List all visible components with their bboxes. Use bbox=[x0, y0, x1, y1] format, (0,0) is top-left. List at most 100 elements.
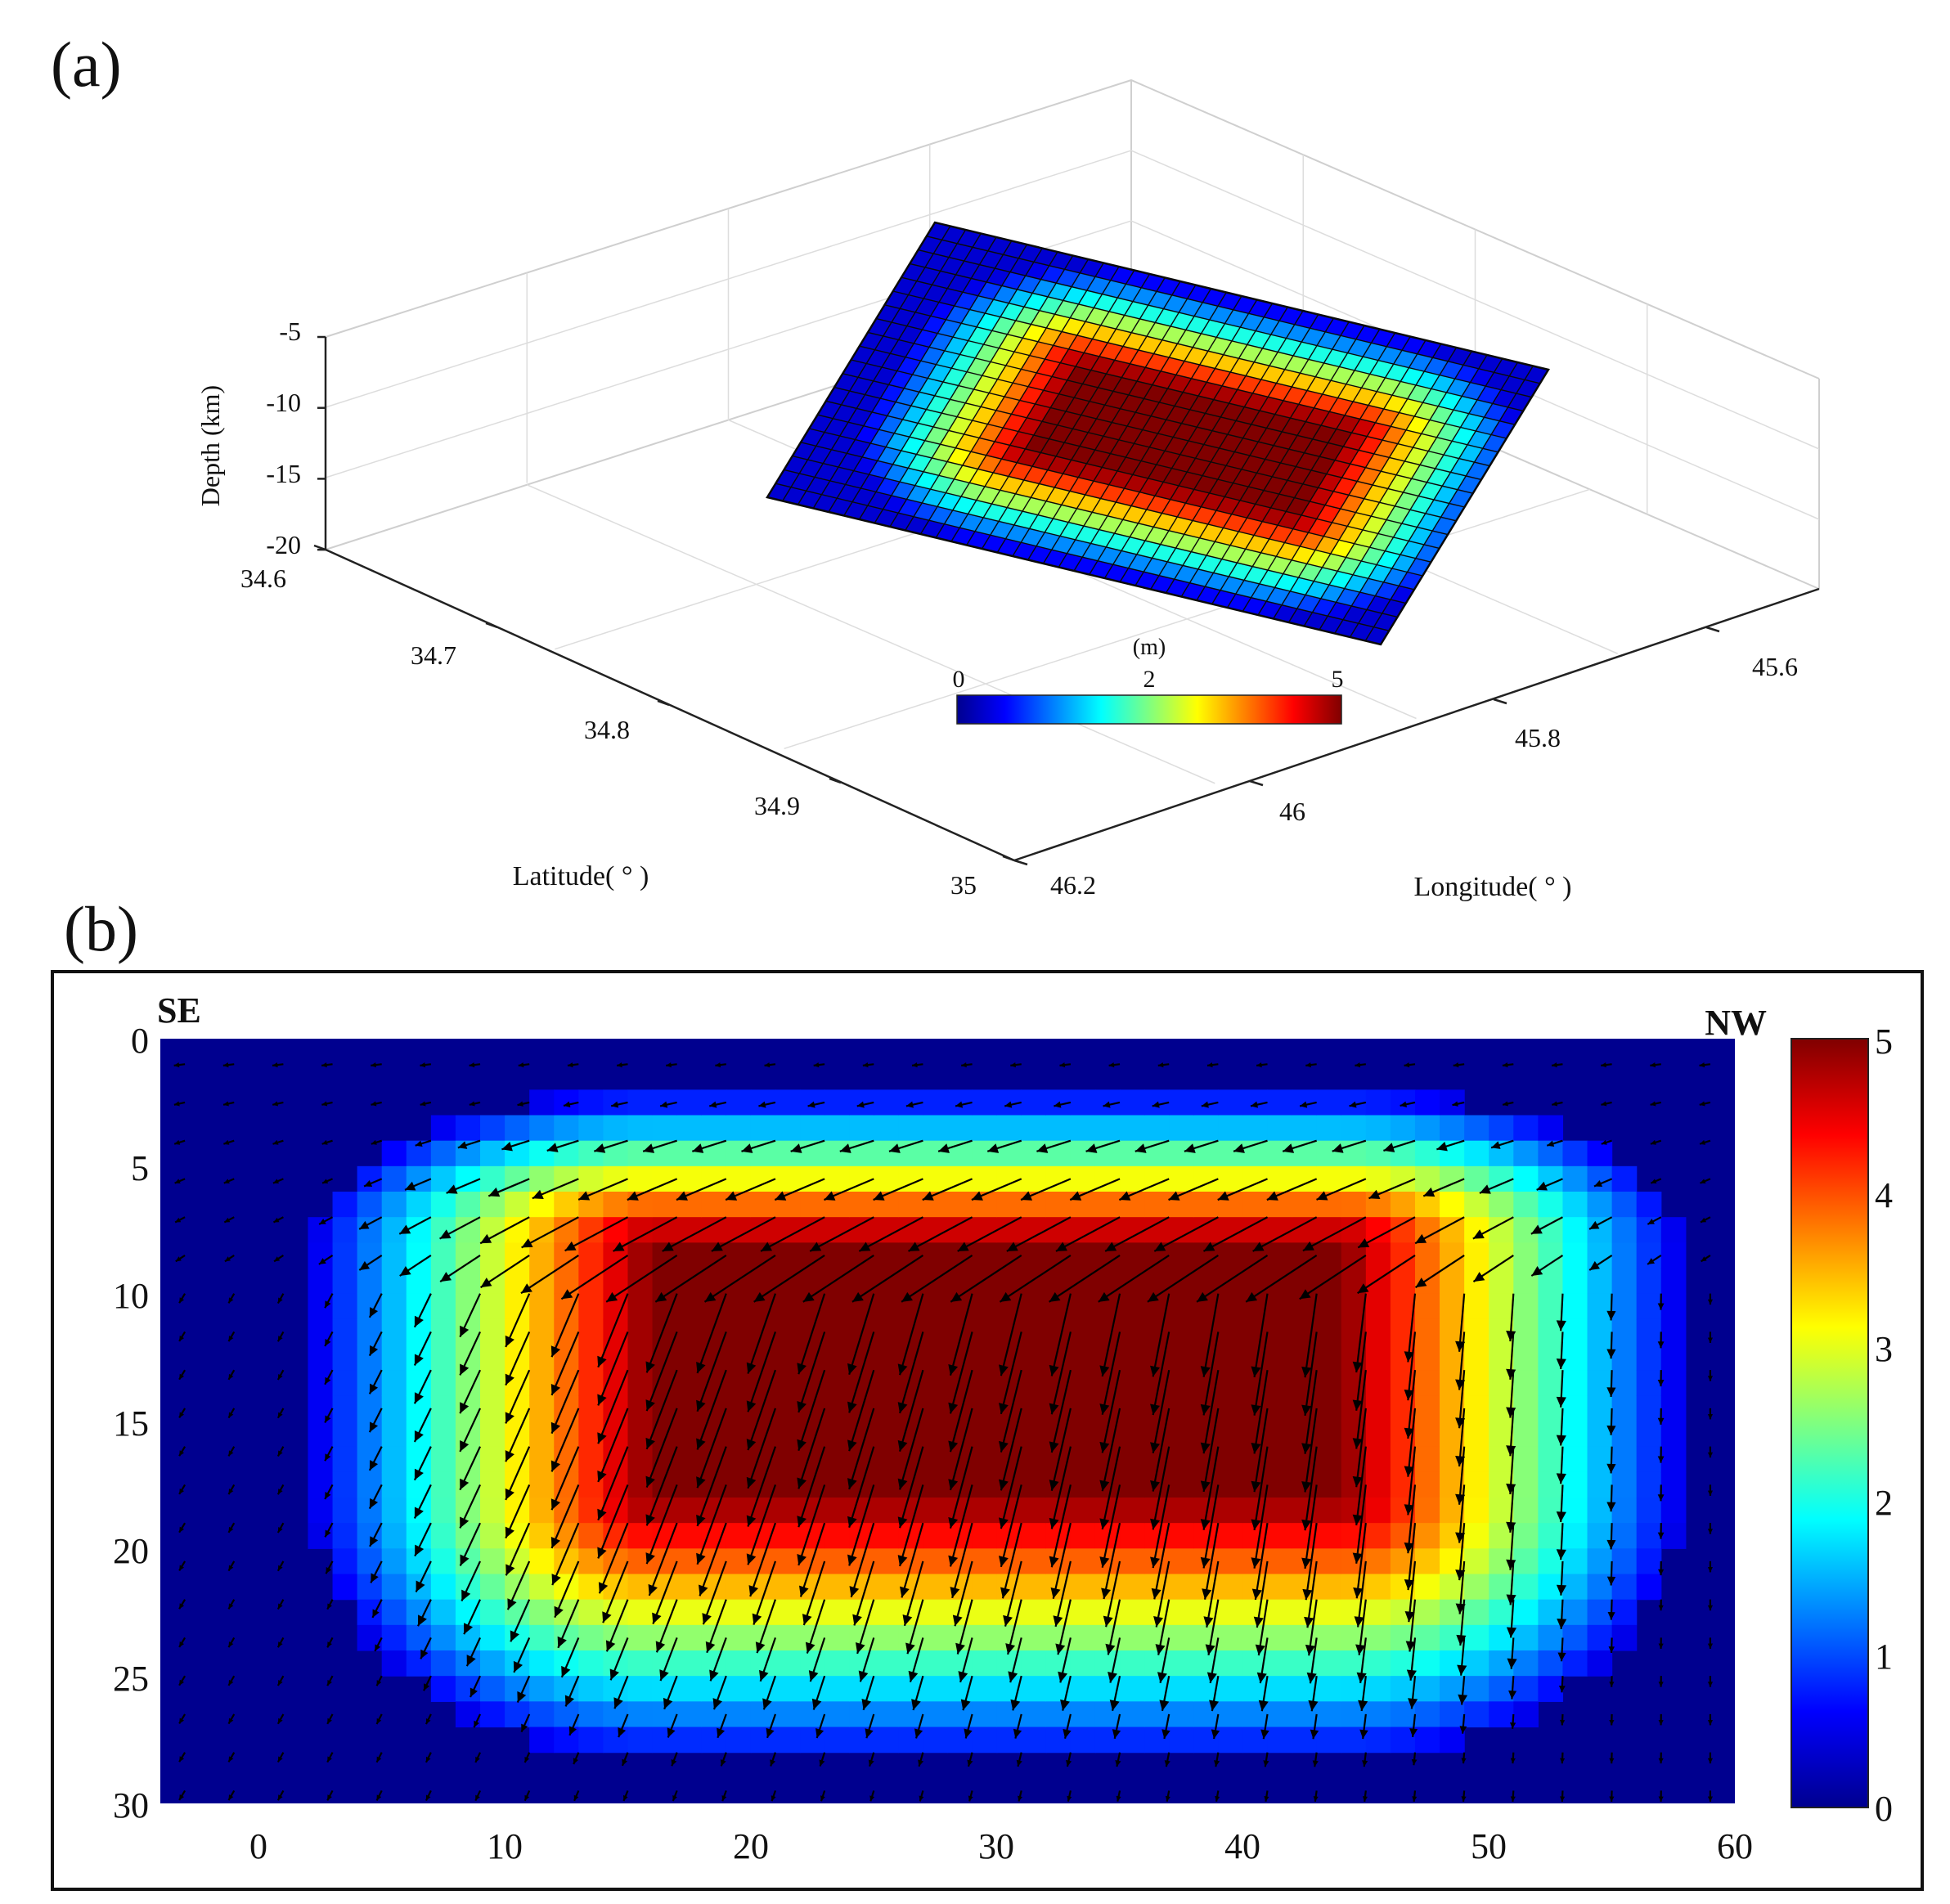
slip-vector bbox=[413, 1293, 432, 1328]
colorbar-b-tick: 4 bbox=[1875, 1175, 1893, 1215]
slip-vector bbox=[1018, 1790, 1022, 1802]
heatmap-cell bbox=[430, 1574, 456, 1601]
slip-vector bbox=[321, 1101, 333, 1107]
slip-vector bbox=[1206, 1062, 1219, 1068]
heatmap-cell bbox=[972, 1140, 998, 1167]
slip-vector bbox=[1707, 1599, 1714, 1611]
heatmap-cell bbox=[1538, 1268, 1564, 1295]
slip-vector bbox=[1049, 1408, 1072, 1492]
heatmap-cell bbox=[1169, 1701, 1194, 1728]
heatmap-cell bbox=[1587, 1471, 1613, 1498]
slip-vector bbox=[227, 1560, 236, 1572]
latitude-tick-labels: 34.6 34.7 34.8 34.9 35 bbox=[240, 564, 977, 900]
heatmap-cell bbox=[430, 1421, 456, 1448]
heatmap-cell bbox=[332, 1345, 358, 1371]
heatmap-cell bbox=[1660, 1421, 1687, 1448]
heatmap-cell bbox=[455, 1446, 481, 1473]
slip-vector bbox=[597, 1293, 629, 1368]
slip-vector bbox=[324, 1408, 334, 1424]
slip-vector bbox=[1606, 1446, 1616, 1474]
slip-vector bbox=[488, 1178, 530, 1197]
slip-vector bbox=[998, 1293, 1022, 1376]
heatmap-cell bbox=[1120, 1345, 1145, 1371]
heatmap-cell bbox=[1660, 1498, 1687, 1524]
slip-vector bbox=[1588, 1216, 1613, 1230]
heatmap-cell bbox=[1611, 1599, 1638, 1626]
heatmap-cell bbox=[775, 1471, 801, 1498]
slip-vector bbox=[852, 1560, 875, 1626]
slip-vector bbox=[1332, 1139, 1367, 1153]
lat-tick-label: 34.9 bbox=[754, 791, 800, 820]
heatmap-cell bbox=[1440, 1192, 1465, 1218]
slip-vector bbox=[1453, 1062, 1465, 1068]
slip-vector bbox=[764, 1062, 776, 1068]
heatmap-cell bbox=[1267, 1345, 1293, 1371]
heatmap-cell bbox=[1489, 1676, 1514, 1702]
slip-vector bbox=[1135, 1139, 1170, 1153]
heatmap-cell bbox=[1316, 1650, 1342, 1677]
slip-vector bbox=[368, 1446, 383, 1471]
heatmap-cell bbox=[529, 1165, 555, 1192]
slip-vector bbox=[1546, 1139, 1563, 1147]
slip-vector bbox=[645, 1408, 678, 1488]
slip-vector bbox=[318, 1254, 334, 1265]
slip-vector bbox=[1282, 1139, 1318, 1153]
heatmap-cell bbox=[1636, 1395, 1662, 1422]
slip-vector bbox=[961, 1062, 973, 1068]
slip-vector bbox=[1606, 1484, 1616, 1512]
slip-vector bbox=[1013, 1713, 1022, 1739]
slip-vector bbox=[414, 1522, 432, 1557]
slip-vector bbox=[1157, 1062, 1170, 1068]
heatmap-cell bbox=[726, 1624, 752, 1651]
heatmap-cell bbox=[578, 1115, 604, 1142]
slip-vector bbox=[1058, 1637, 1072, 1683]
colorbar-a-tick: 2 bbox=[1143, 666, 1156, 693]
heatmap-cell bbox=[332, 1523, 358, 1549]
heatmap-cell bbox=[627, 1217, 654, 1243]
heatmap-cell bbox=[996, 1242, 1022, 1269]
heatmap-cell bbox=[1218, 1498, 1244, 1524]
heatmap-cell bbox=[1021, 1165, 1047, 1192]
panel-b-y-ticks: 0 5 10 15 20 25 30 bbox=[113, 1021, 149, 1825]
heatmap-cell bbox=[1045, 1318, 1072, 1345]
heatmap-cell bbox=[923, 1217, 949, 1243]
heatmap-cell bbox=[1045, 1701, 1072, 1728]
heatmap-cell bbox=[874, 1498, 899, 1524]
heatmap-cell bbox=[923, 1574, 949, 1601]
slip-vector bbox=[659, 1101, 677, 1108]
slip-vector bbox=[998, 1484, 1022, 1568]
slip-vector bbox=[1601, 1139, 1612, 1145]
heatmap-cell bbox=[726, 1268, 752, 1295]
heatmap-cell bbox=[1414, 1446, 1440, 1473]
slip-vector bbox=[1557, 1637, 1566, 1662]
slip-vector bbox=[550, 1369, 580, 1435]
slip-vector bbox=[1205, 1599, 1220, 1656]
slip-vector bbox=[1707, 1523, 1714, 1534]
slip-vector bbox=[363, 1178, 383, 1188]
heatmap-cell bbox=[430, 1599, 456, 1626]
slip-vector bbox=[709, 1101, 727, 1108]
slip-vector bbox=[375, 1789, 383, 1801]
heatmap-cell bbox=[1341, 1293, 1367, 1320]
slip-vector bbox=[1147, 1254, 1219, 1303]
slip-vector bbox=[805, 1599, 826, 1654]
slip-vector bbox=[715, 1062, 726, 1068]
heatmap-cell bbox=[824, 1115, 850, 1142]
slip-vector bbox=[720, 1752, 727, 1767]
heatmap-cell bbox=[1660, 1471, 1687, 1498]
slip-vector bbox=[696, 1484, 727, 1565]
slip-vector bbox=[1457, 1637, 1467, 1676]
heatmap-cell bbox=[1636, 1370, 1662, 1396]
slip-vector bbox=[318, 1216, 334, 1225]
heatmap-cell bbox=[1316, 1217, 1342, 1243]
heatmap-cell bbox=[1611, 1471, 1638, 1498]
slip-vector bbox=[178, 1484, 186, 1495]
slip-vector bbox=[374, 1637, 383, 1652]
x-tick-label: 50 bbox=[1471, 1826, 1507, 1866]
heatmap-cell bbox=[1070, 1727, 1096, 1754]
heatmap-cell bbox=[1218, 1574, 1244, 1601]
heatmap-cell bbox=[529, 1701, 555, 1728]
heatmap-cell bbox=[1562, 1523, 1588, 1549]
slip-vector bbox=[1200, 1369, 1220, 1454]
lat-tick-label: 34.7 bbox=[411, 640, 456, 670]
